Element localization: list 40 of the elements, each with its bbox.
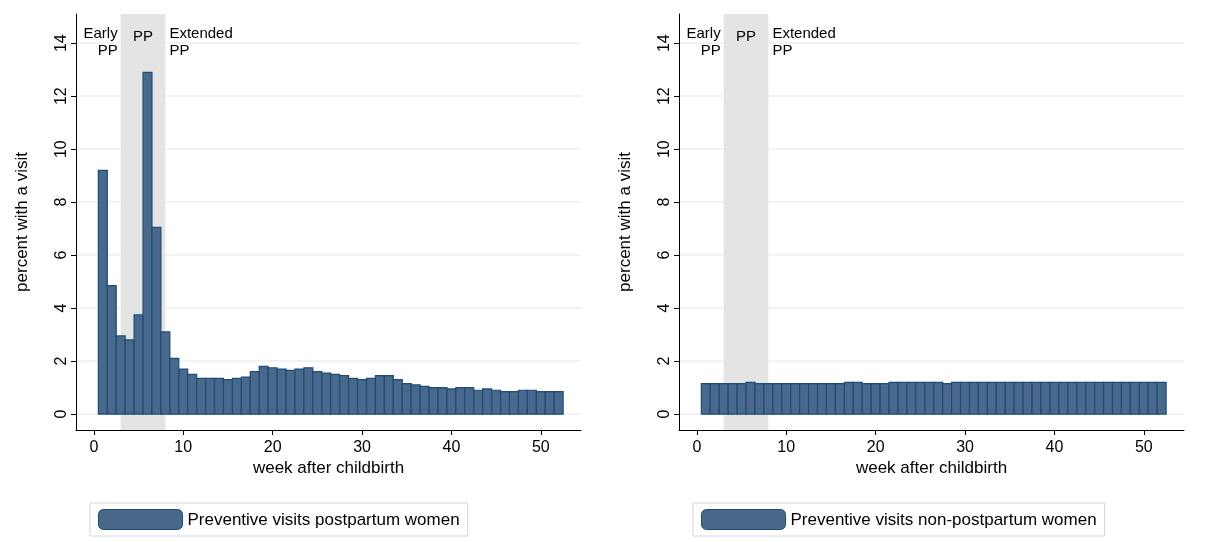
x-tick-label: 50 xyxy=(531,437,550,455)
x-tick-label: 50 xyxy=(1134,437,1153,455)
y-tick-label: 14 xyxy=(654,34,672,53)
x-tick-label: 30 xyxy=(956,437,975,455)
band-label: PP xyxy=(133,27,154,44)
y-tick-label: 0 xyxy=(51,409,69,419)
y-tick-label: 8 xyxy=(51,197,69,207)
y-tick-label: 8 xyxy=(654,197,672,207)
x-tick-label: 40 xyxy=(1045,437,1064,455)
y-tick-label: 0 xyxy=(654,409,672,419)
annotation: Early PP xyxy=(686,24,722,58)
y-tick-label: 4 xyxy=(654,303,672,313)
x-axis-title: week after childbirth xyxy=(251,457,405,477)
y-tick-label: 10 xyxy=(51,140,69,159)
annotation: Extended PP xyxy=(772,24,836,58)
annotation: Early PP xyxy=(83,24,119,58)
y-axis-title: percent with a visit xyxy=(615,151,634,292)
y-tick-label: 14 xyxy=(51,34,69,53)
x-tick-label: 10 xyxy=(777,437,796,455)
x-tick-label: 30 xyxy=(353,437,372,455)
y-tick-label: 2 xyxy=(654,356,672,366)
x-tick-label: 10 xyxy=(174,437,193,455)
x-tick-label: 20 xyxy=(866,437,885,455)
y-tick-label: 12 xyxy=(654,87,672,106)
x-tick-label: 20 xyxy=(263,437,282,455)
y-tick-label: 10 xyxy=(654,140,672,159)
x-tick-label: 40 xyxy=(442,437,461,455)
y-tick-label: 6 xyxy=(51,250,69,260)
y-tick-label: 4 xyxy=(51,303,69,313)
y-axis-title: percent with a visit xyxy=(12,151,31,292)
x-axis-title: week after childbirth xyxy=(854,457,1008,477)
y-tick-label: 6 xyxy=(654,250,672,260)
legend-label: Preventive visits non-postpartum women xyxy=(790,510,1097,529)
band-label: PP xyxy=(736,27,757,44)
x-tick-label: 0 xyxy=(692,437,702,455)
y-tick-label: 2 xyxy=(51,356,69,366)
y-tick-label: 12 xyxy=(51,87,69,106)
x-tick-label: 0 xyxy=(89,437,99,455)
legend-label: Preventive visits postpartum women xyxy=(187,510,460,529)
annotation: Extended PP xyxy=(169,24,233,58)
